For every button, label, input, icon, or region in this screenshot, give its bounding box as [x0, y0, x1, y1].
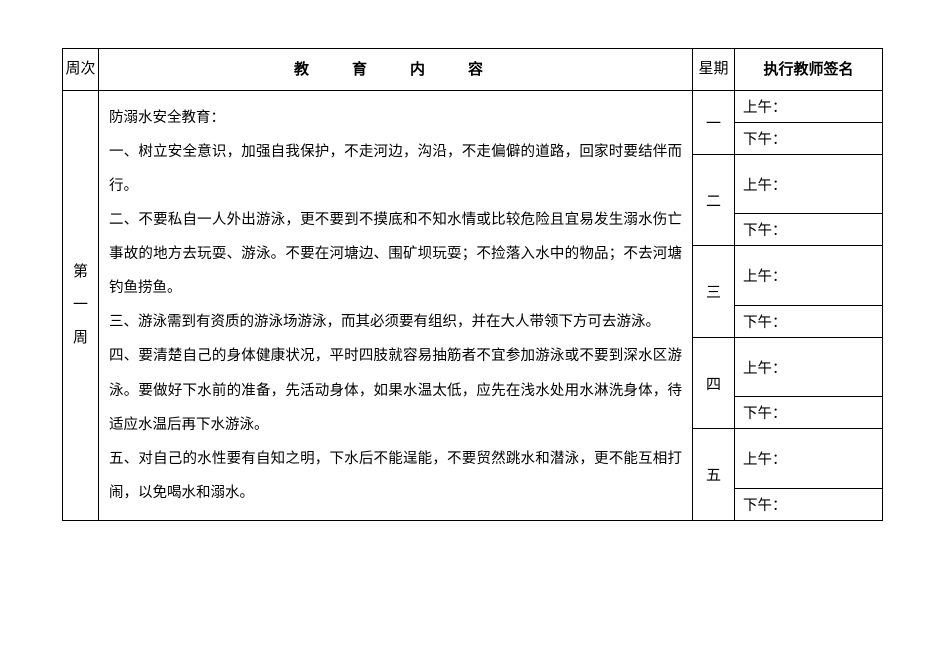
- table-row: 第一周 防溺水安全教育： 一、树立安全意识，加强自我保护，不走河边，沟沿，不走偏…: [63, 91, 883, 123]
- sign-cell-am: 上午：: [735, 429, 883, 488]
- day-cell: 四: [693, 337, 735, 428]
- day-label: 四: [706, 377, 721, 393]
- sign-cell-pm: 下午：: [735, 214, 883, 246]
- day-cell: 三: [693, 246, 735, 337]
- sign-am-label: 上午：: [743, 100, 787, 116]
- table-header-row: 周次 教 育 内 容 星期 执行教师签名: [63, 49, 883, 91]
- header-day-label: 星期: [698, 61, 728, 77]
- sign-cell-pm: 下午：: [735, 488, 883, 520]
- schedule-table: 周次 教 育 内 容 星期 执行教师签名 第一周 防溺水安全教育： 一、树立安全…: [62, 48, 883, 521]
- sign-pm-label: 下午：: [743, 315, 787, 331]
- sign-cell-am: 上午：: [735, 155, 883, 214]
- sign-cell-pm: 下午：: [735, 123, 883, 155]
- sign-pm-label: 下午：: [743, 498, 787, 514]
- week-cell: 第一周: [63, 91, 99, 521]
- header-day: 星期: [693, 49, 735, 91]
- sign-pm-label: 下午：: [743, 132, 787, 148]
- day-label: 三: [706, 285, 721, 301]
- day-cell: 五: [693, 429, 735, 520]
- day-label: 二: [706, 194, 721, 210]
- header-sign-label: 执行教师签名: [763, 62, 853, 78]
- sign-cell-am: 上午：: [735, 337, 883, 396]
- sign-cell-am: 上午：: [735, 91, 883, 123]
- week-label: 第一周: [73, 264, 88, 346]
- header-content-label: 教 育 内 容: [294, 62, 497, 78]
- sign-pm-label: 下午：: [743, 223, 787, 239]
- content-line: 二、不要私自一人外出游泳，更不要到不摸底和不知水情或比较危险且宜易发生溺水伤亡事…: [109, 203, 682, 305]
- day-label: 一: [706, 116, 721, 132]
- sign-am-label: 上午：: [743, 452, 787, 468]
- content-cell: 防溺水安全教育： 一、树立安全意识，加强自我保护，不走河边，沟沿，不走偏僻的道路…: [99, 91, 693, 521]
- sign-cell-am: 上午：: [735, 246, 883, 305]
- content-line: 防溺水安全教育：: [109, 101, 682, 135]
- day-cell: 一: [693, 91, 735, 155]
- sign-cell-pm: 下午：: [735, 305, 883, 337]
- day-label: 五: [706, 468, 721, 484]
- content-line: 四、要清楚自己的身体健康状况，平时四肢就容易抽筋者不宜参加游泳或不要到深水区游泳…: [109, 339, 682, 441]
- content-line: 五、对自己的水性要有自知之明，下水后不能逞能，不要贸然跳水和潜泳，更不能互相打闹…: [109, 442, 682, 510]
- content-line: 一、树立安全意识，加强自我保护，不走河边，沟沿，不走偏僻的道路，回家时要结伴而行…: [109, 135, 682, 203]
- sign-cell-pm: 下午：: [735, 397, 883, 429]
- sign-am-label: 上午：: [743, 269, 787, 285]
- sign-pm-label: 下午：: [743, 406, 787, 422]
- day-cell: 二: [693, 155, 735, 246]
- content-line: 三、游泳需到有资质的游泳场游泳，而其必须要有组织，并在大人带领下方可去游泳。: [109, 305, 682, 339]
- sign-am-label: 上午：: [743, 361, 787, 377]
- header-content: 教 育 内 容: [99, 49, 693, 91]
- header-sign: 执行教师签名: [735, 49, 883, 91]
- header-week: 周次: [63, 49, 99, 91]
- sign-am-label: 上午：: [743, 178, 787, 194]
- header-week-label: 周次: [65, 61, 95, 77]
